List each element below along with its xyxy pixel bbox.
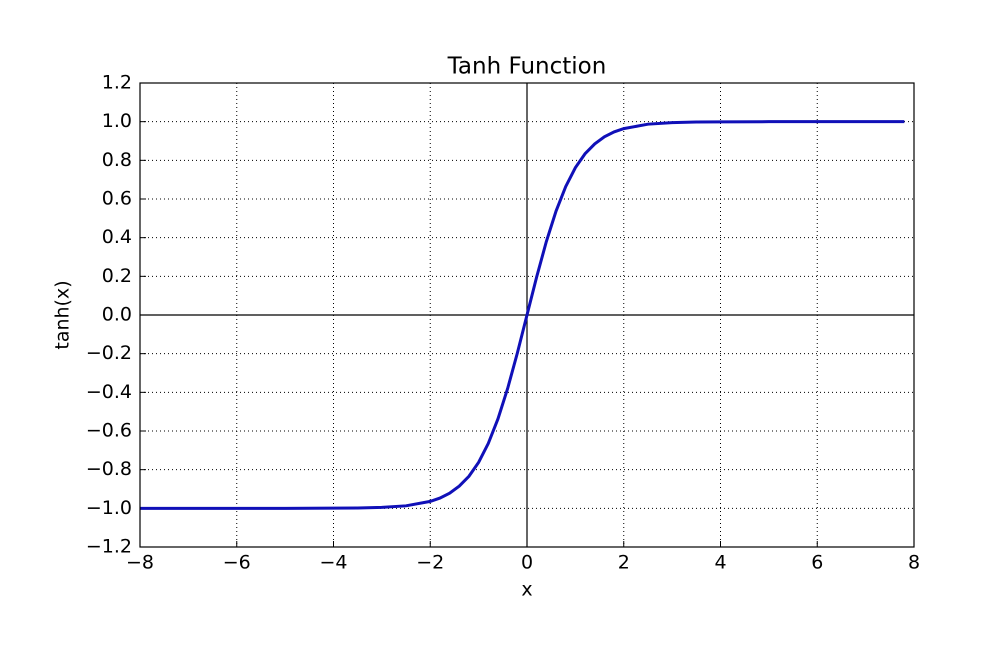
y-tick-label: −1.2 [86, 536, 132, 558]
y-tick-label: −0.6 [86, 420, 132, 442]
y-axis-label: tanh(x) [52, 280, 74, 349]
x-tick-label: 0 [521, 552, 533, 574]
x-tick-label: −6 [223, 552, 251, 574]
x-axis-label: x [521, 579, 532, 601]
line-series [140, 120, 905, 510]
y-tick-label: −0.8 [86, 458, 132, 480]
y-tick-label: −0.2 [86, 342, 132, 364]
x-tick-label: 2 [618, 552, 630, 574]
y-tick-label: 0.8 [102, 149, 132, 171]
y-tick-label: 1.2 [102, 72, 132, 94]
x-tick-label: 6 [811, 552, 823, 574]
y-tick-label: 0.2 [102, 265, 132, 287]
plot-frame [139, 82, 915, 548]
y-tick-label: 0.6 [102, 188, 132, 210]
y-tick-label: 0.4 [102, 226, 132, 248]
y-tick-label: 0.0 [102, 304, 132, 326]
x-tick-label: −2 [416, 552, 444, 574]
chart-title: Tanh Function [447, 54, 607, 80]
x-tick-label: 4 [714, 552, 726, 574]
y-tick-label: 1.0 [102, 110, 132, 132]
y-tick-label: −1.0 [86, 497, 132, 519]
x-tick-label: −8 [126, 552, 154, 574]
x-tick-label: 8 [908, 552, 920, 574]
y-tick-label: −0.4 [86, 381, 132, 403]
x-tick-label: −4 [319, 552, 347, 574]
